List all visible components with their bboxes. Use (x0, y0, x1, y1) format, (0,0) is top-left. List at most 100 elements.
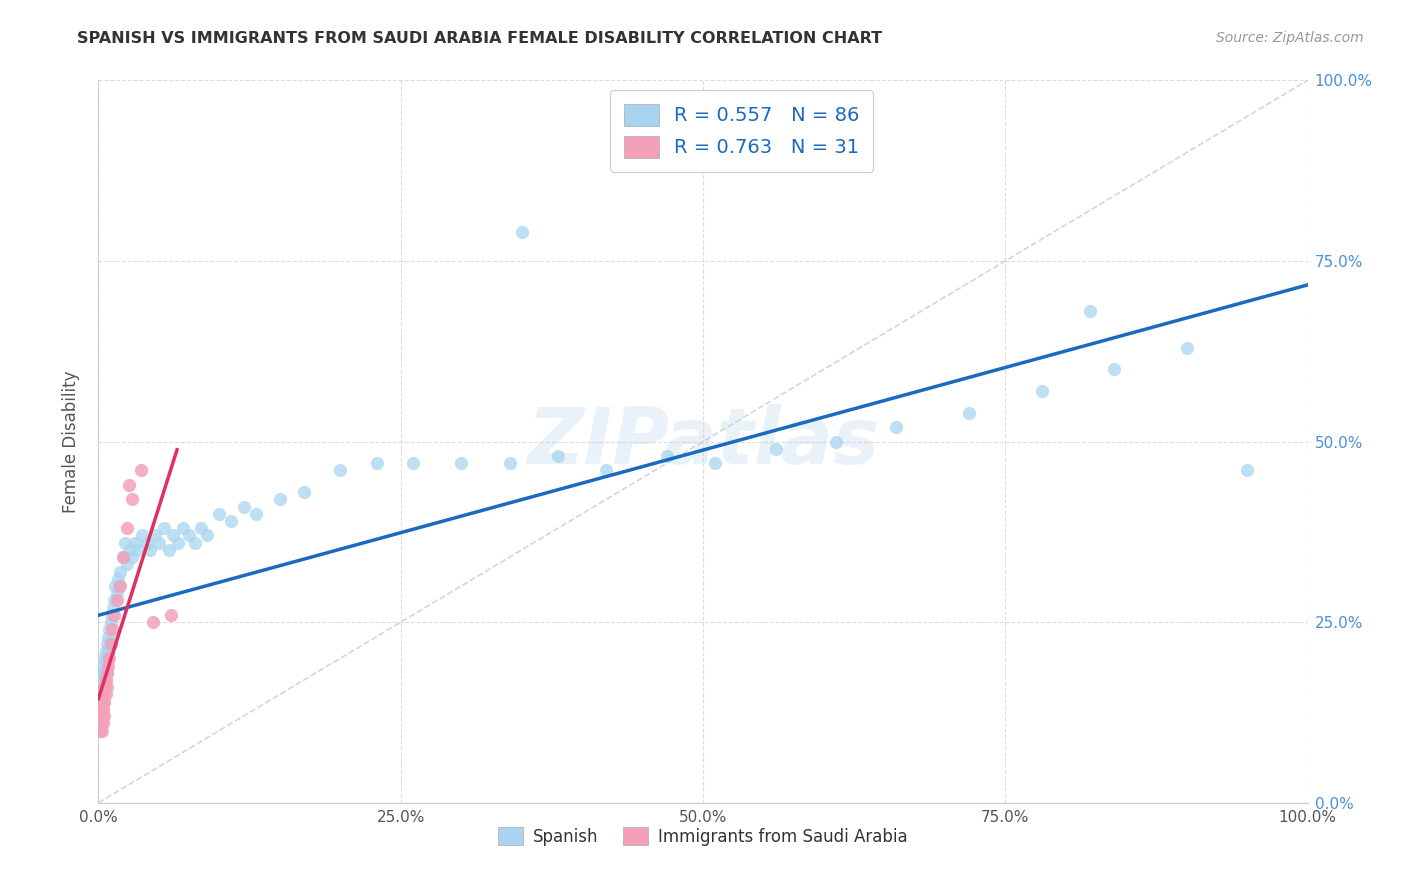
Point (547, 449, 569, 463)
Point (90, 702, 112, 716)
Point (1102, 362, 1125, 376)
Point (269, 492, 291, 507)
Point (94, 658, 117, 673)
Point (118, 542, 141, 557)
Point (103, 607, 125, 622)
Point (184, 535, 207, 549)
Point (91, 687, 114, 701)
Point (89, 702, 111, 716)
Point (124, 535, 146, 549)
Point (190, 521, 212, 535)
Point (195, 528, 218, 542)
Point (90, 687, 112, 701)
Point (148, 535, 170, 549)
Point (97, 658, 120, 673)
Point (655, 449, 678, 463)
Point (100, 637, 122, 651)
Point (825, 434, 848, 449)
Point (1175, 341, 1198, 355)
Point (1031, 384, 1053, 398)
Point (595, 463, 617, 477)
Point (208, 507, 231, 521)
Point (96, 680, 118, 694)
Point (139, 542, 162, 557)
Point (108, 565, 131, 579)
Point (91, 695, 114, 709)
Point (91, 709, 114, 723)
Point (94, 687, 117, 701)
Point (90, 716, 112, 731)
Point (221, 514, 243, 528)
Point (118, 478, 141, 492)
Point (510, 225, 533, 239)
Point (704, 456, 727, 470)
Point (127, 542, 149, 557)
Point (89, 709, 111, 723)
Point (97, 651, 120, 665)
Point (179, 528, 201, 542)
Point (91, 680, 114, 694)
Point (94, 644, 117, 658)
Point (142, 615, 165, 630)
Point (93, 695, 115, 709)
Point (957, 406, 980, 420)
Point (91, 702, 114, 716)
Point (172, 521, 194, 535)
Text: ZIPatlas: ZIPatlas (527, 403, 879, 480)
Point (105, 586, 128, 600)
Point (96, 665, 118, 680)
Point (91, 702, 114, 716)
Point (91, 723, 114, 738)
Point (91, 695, 114, 709)
Point (108, 579, 131, 593)
Point (96, 637, 118, 651)
Point (886, 420, 908, 434)
Text: Source: ZipAtlas.com: Source: ZipAtlas.com (1216, 31, 1364, 45)
Point (245, 507, 267, 521)
Point (114, 535, 136, 549)
Point (1236, 463, 1258, 477)
Point (105, 593, 128, 607)
Point (160, 607, 183, 622)
Point (100, 637, 122, 651)
Point (111, 550, 134, 565)
Point (91, 673, 114, 687)
Point (498, 456, 520, 470)
Point (90, 673, 112, 687)
Point (96, 651, 118, 665)
Point (100, 607, 122, 622)
Text: SPANISH VS IMMIGRANTS FROM SAUDI ARABIA FEMALE DISABILITY CORRELATION CHART: SPANISH VS IMMIGRANTS FROM SAUDI ARABIA … (77, 31, 883, 46)
Point (121, 550, 143, 565)
Point (152, 521, 174, 535)
Point (1078, 304, 1101, 318)
Point (93, 651, 115, 665)
Point (131, 528, 153, 542)
Point (107, 572, 129, 586)
Point (91, 665, 114, 680)
Point (91, 709, 114, 723)
Point (366, 456, 388, 470)
Point (121, 492, 143, 507)
Point (89, 709, 111, 723)
Point (90, 702, 112, 716)
Point (292, 485, 315, 500)
Point (129, 463, 152, 477)
Point (91, 716, 114, 731)
Point (111, 550, 134, 565)
Point (117, 558, 139, 572)
Point (157, 542, 180, 557)
Point (93, 665, 115, 680)
Point (143, 528, 166, 542)
Point (450, 456, 472, 470)
Point (101, 600, 124, 615)
Point (93, 680, 115, 694)
Point (93, 695, 115, 709)
Point (765, 442, 787, 456)
Point (100, 623, 122, 637)
Point (97, 630, 120, 644)
Point (91, 687, 114, 701)
Point (98, 651, 121, 665)
Point (98, 623, 121, 637)
Point (96, 665, 118, 680)
Point (93, 680, 115, 694)
